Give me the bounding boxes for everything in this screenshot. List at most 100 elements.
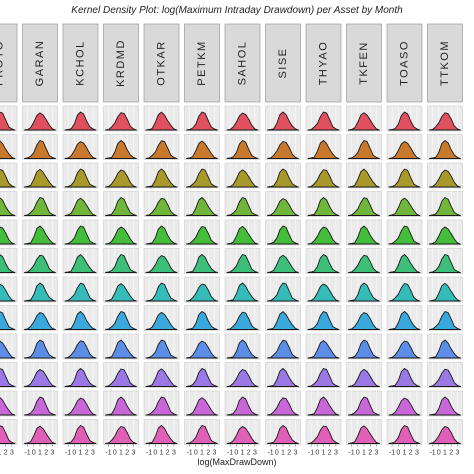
facet-strip-label: SISE [277,47,289,78]
density-panel [224,419,261,445]
facet-column-otkar: OTKAR [143,23,180,103]
density-area [186,397,218,416]
facet-strip-label: TKFEN [358,41,370,85]
facet-column-thyao: THYAO [305,23,342,103]
density-panel [265,134,301,160]
density-area [64,340,97,359]
density-panel [143,362,180,388]
density-area [145,255,178,273]
density-panel [143,248,180,274]
density-area [429,254,461,273]
density-area [145,368,178,387]
density-area [0,396,16,416]
x-tick-label: -1 [267,450,273,457]
x-tick-label: -1 [348,450,354,457]
density-panel [143,390,180,417]
density-panel [305,276,342,303]
x-tick-label: 0 [153,450,157,457]
density-area [388,283,421,302]
density-area [267,311,299,330]
density-area [267,282,299,302]
density-area [105,339,137,359]
density-panel [0,248,18,274]
density-area [307,169,340,188]
density-panel [427,276,463,303]
density-area [267,368,299,387]
x-tick-label: 2 [368,450,372,457]
density-area [64,168,97,188]
x-tick-label: 0 [315,450,319,457]
facet-strip-label: KRDMD [115,39,127,87]
density-area [388,340,421,359]
density-area [145,339,178,359]
density-panel [346,419,382,445]
density-area [307,311,340,330]
density-area [24,254,56,273]
density-area [307,111,340,131]
density-panel [224,362,261,388]
density-area [307,140,340,159]
density-area [0,226,16,245]
density-area [105,197,137,216]
density-panel [224,219,261,246]
density-panel [386,134,423,160]
x-tick-label: 3 [374,450,378,457]
x-tick-label: 2 [287,450,291,457]
density-area [105,169,137,188]
density-area [388,141,421,159]
density-panel [62,191,99,217]
density-area [348,425,380,444]
density-panel [265,362,301,388]
density-area [24,312,56,330]
density-panel [103,134,139,160]
density-area [105,368,137,387]
facet-column-ttkom: TTKOM [427,23,463,103]
x-tick-label: 3 [50,450,54,457]
density-panel [62,362,99,388]
density-area [105,226,137,245]
density-area [64,141,97,159]
density-area [429,339,461,359]
facet-strip-label: PETKM [196,40,208,85]
facet-strip-label: GARAN [34,40,46,87]
x-tick-label: -1 [227,450,233,457]
density-area [24,396,56,416]
x-tick-label: 2 [247,450,251,457]
density-panel [386,333,423,360]
density-area [226,254,259,273]
density-panel [346,134,382,160]
density-area [348,282,380,302]
density-panel [0,134,18,160]
x-tick-label: 0 [437,450,441,457]
density-panel [386,219,423,246]
density-area [145,282,178,302]
density-area [0,340,16,359]
density-panel [22,105,58,132]
density-area [186,311,218,330]
density-area [267,425,299,444]
density-area [145,197,178,216]
density-panel [305,134,342,160]
facet-strip [62,23,99,103]
x-tick-label: 1 [322,450,326,457]
x-tick-label: 2 [449,450,453,457]
density-panel [305,105,342,132]
density-panel [22,305,58,331]
density-area [0,425,16,444]
facet-strip-label: TTKOM [439,40,451,86]
density-panel [386,162,423,189]
x-tick-label: 1 [443,450,447,457]
density-panel [305,362,342,388]
density-panel [103,219,139,246]
density-area [429,282,461,302]
facet-strip-label: OTKAR [155,40,167,85]
density-area [64,368,97,387]
density-panel [103,276,139,303]
density-panel [346,333,382,360]
density-panel [22,333,58,360]
density-area [429,169,461,188]
density-panel [427,248,463,274]
density-area [388,368,421,387]
density-area [145,225,178,245]
